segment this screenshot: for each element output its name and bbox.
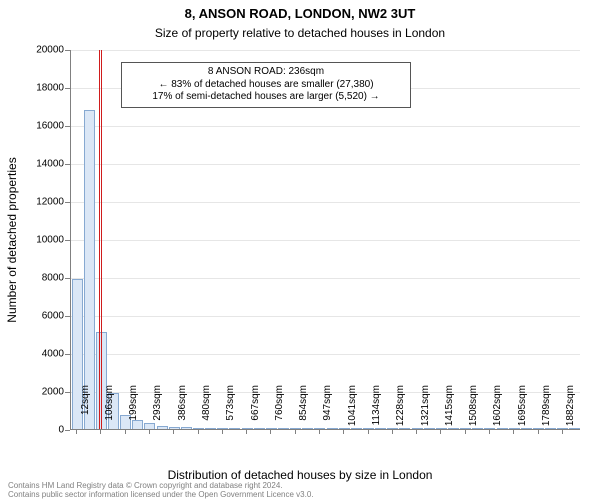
marker-line-left [99, 50, 100, 429]
callout-box: 8 ANSON ROAD: 236sqm← 83% of detached ho… [121, 62, 411, 108]
ytick-label: 18000 [14, 83, 64, 94]
xtick-mark [343, 430, 344, 434]
ytick-label: 12000 [14, 197, 64, 208]
ytick-mark [65, 202, 70, 203]
ytick-mark [65, 50, 70, 51]
chart-title: 8, ANSON ROAD, LONDON, NW2 3UT [0, 6, 600, 21]
callout-line: 17% of semi-detached houses are larger (… [128, 91, 404, 104]
ytick-label: 14000 [14, 159, 64, 170]
xtick-mark [125, 430, 126, 434]
xtick-mark [173, 430, 174, 434]
footer-line: Contains HM Land Registry data © Crown c… [8, 481, 314, 490]
footer-line: Contains public sector information licen… [8, 490, 314, 499]
xtick-mark [465, 430, 466, 434]
gridline-h [71, 354, 580, 355]
xtick-label: 1695sqm [517, 385, 528, 435]
callout-line: ← 83% of detached houses are smaller (27… [128, 79, 404, 92]
footer-attribution: Contains HM Land Registry data © Crown c… [8, 481, 314, 499]
gridline-h [71, 126, 580, 127]
xtick-mark [100, 430, 101, 434]
ytick-label: 8000 [14, 273, 64, 284]
xtick-mark [538, 430, 539, 434]
xtick-mark [513, 430, 514, 434]
xtick-mark [416, 430, 417, 434]
xtick-label: 573sqm [225, 385, 236, 435]
xtick-mark [198, 430, 199, 434]
xtick-label: 386sqm [177, 385, 188, 435]
callout-line: 8 ANSON ROAD: 236sqm [128, 66, 404, 79]
ytick-mark [65, 164, 70, 165]
xtick-label: 854sqm [298, 385, 309, 435]
ytick-mark [65, 392, 70, 393]
xtick-mark [76, 430, 77, 434]
xtick-mark [246, 430, 247, 434]
xtick-mark [149, 430, 150, 434]
xtick-mark [489, 430, 490, 434]
xtick-label: 1415sqm [444, 385, 455, 435]
gridline-h [71, 316, 580, 317]
ytick-mark [65, 88, 70, 89]
marker-line-right [101, 50, 102, 429]
xtick-label: 1041sqm [347, 385, 358, 435]
ytick-mark [65, 354, 70, 355]
gridline-h [71, 50, 580, 51]
ytick-mark [65, 278, 70, 279]
xtick-label: 1602sqm [492, 385, 503, 435]
ytick-mark [65, 126, 70, 127]
chart-subtitle: Size of property relative to detached ho… [0, 26, 600, 40]
ytick-label: 6000 [14, 311, 64, 322]
xtick-label: 1789sqm [541, 385, 552, 435]
xtick-label: 1508sqm [468, 385, 479, 435]
ytick-label: 0 [14, 425, 64, 436]
gridline-h [71, 278, 580, 279]
xtick-label: 199sqm [128, 385, 139, 435]
property-size-chart: 8, ANSON ROAD, LONDON, NW2 3UT Size of p… [0, 0, 600, 500]
xtick-label: 1228sqm [395, 385, 406, 435]
xtick-label: 1882sqm [565, 385, 576, 435]
histogram-bar [84, 110, 95, 429]
xtick-label: 667sqm [250, 385, 261, 435]
xtick-mark [295, 430, 296, 434]
xtick-label: 106sqm [104, 385, 115, 435]
xtick-label: 12sqm [80, 385, 91, 435]
gridline-h [71, 202, 580, 203]
xtick-mark [319, 430, 320, 434]
xtick-mark [368, 430, 369, 434]
ytick-label: 2000 [14, 387, 64, 398]
xtick-mark [222, 430, 223, 434]
xtick-label: 293sqm [152, 385, 163, 435]
xtick-label: 1134sqm [371, 385, 382, 435]
ytick-label: 10000 [14, 235, 64, 246]
xtick-label: 760sqm [274, 385, 285, 435]
ytick-mark [65, 430, 70, 431]
xtick-mark [392, 430, 393, 434]
xtick-mark [270, 430, 271, 434]
xtick-mark [440, 430, 441, 434]
xtick-label: 480sqm [201, 385, 212, 435]
ytick-label: 4000 [14, 349, 64, 360]
xtick-label: 1321sqm [420, 385, 431, 435]
ytick-label: 16000 [14, 121, 64, 132]
gridline-h [71, 240, 580, 241]
plot-area: 8 ANSON ROAD: 236sqm← 83% of detached ho… [70, 50, 580, 430]
xtick-label: 947sqm [322, 385, 333, 435]
ytick-mark [65, 316, 70, 317]
gridline-h [71, 164, 580, 165]
ytick-label: 20000 [14, 45, 64, 56]
ytick-mark [65, 240, 70, 241]
xtick-mark [562, 430, 563, 434]
